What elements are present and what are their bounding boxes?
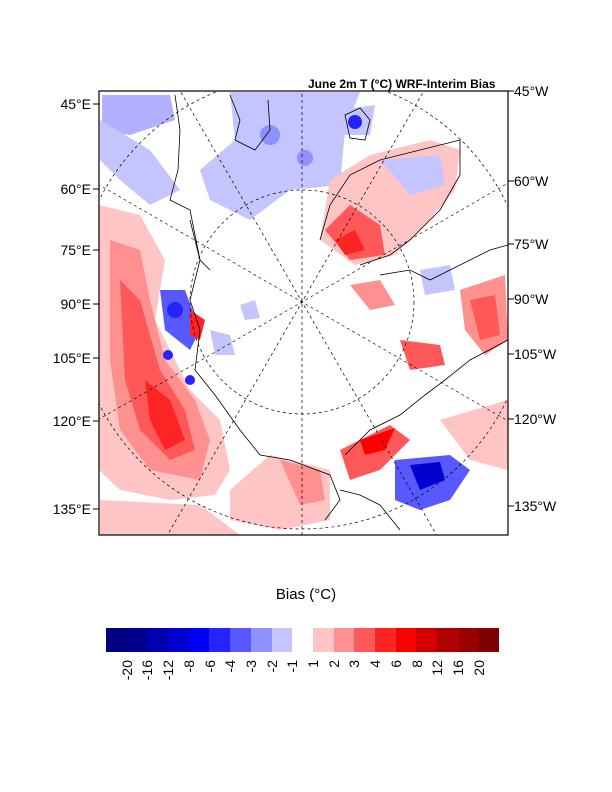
lon-label-left: 120°E <box>52 413 91 429</box>
lon-label-right: 120°W <box>514 411 557 427</box>
colorbar-tick-label: -3 <box>242 660 259 673</box>
lon-label-right: 75°W <box>514 236 549 252</box>
colorbar-box <box>333 628 355 652</box>
colorbar-box <box>416 628 437 652</box>
colorbar-box <box>395 628 417 652</box>
map-frame <box>98 90 509 536</box>
lon-label-left: 90°E <box>60 296 91 312</box>
colorbar-tick-label: 20 <box>470 660 487 676</box>
colorbar-tick-label: 8 <box>408 660 425 668</box>
colorbar-tick-label: 16 <box>449 660 466 676</box>
lon-label-right: 60°W <box>514 173 549 189</box>
colorbar <box>106 628 500 652</box>
lon-label-right: 90°W <box>514 291 549 307</box>
lon-label-right: 45°W <box>514 83 549 99</box>
lon-label-left: 75°E <box>60 242 91 258</box>
colorbar-box <box>126 628 148 652</box>
colorbar-title: Bias (°C) <box>275 586 337 603</box>
colorbar-box <box>437 628 458 652</box>
colorbar-box <box>354 628 375 652</box>
colorbar-tick-label: -16 <box>139 660 156 681</box>
lon-label-left: 45°E <box>60 96 91 112</box>
colorbar-tick-label: -1 <box>284 660 301 673</box>
colorbar-box <box>230 628 251 652</box>
bias-field <box>99 91 508 535</box>
colorbar-box <box>478 628 500 652</box>
colorbar-tick-label: -6 <box>201 660 218 673</box>
coastlines <box>169 94 508 531</box>
colorbar-tick-label: -4 <box>222 660 239 673</box>
colorbar-box <box>292 628 313 652</box>
colorbar-box <box>250 628 272 652</box>
colorbar-box <box>106 628 127 652</box>
colorbar-box <box>168 628 189 652</box>
colorbar-tick-label: -20 <box>118 660 135 681</box>
colorbar-tick-label: 6 <box>387 660 404 668</box>
colorbar-tick-label: -2 <box>263 660 280 673</box>
colorbar-box <box>147 628 169 652</box>
colorbar-box <box>457 628 479 652</box>
lon-label-left: 135°E <box>52 501 91 517</box>
tick-marks <box>93 90 514 510</box>
lon-label-left: 60°E <box>60 181 91 197</box>
colorbar-box <box>209 628 231 652</box>
colorbar-tick-label: 4 <box>367 660 384 668</box>
colorbar-tick-label: 3 <box>346 660 363 668</box>
colorbar-box <box>271 628 293 652</box>
colorbar-box <box>374 628 396 652</box>
lon-label-right: 135°W <box>514 498 557 514</box>
map-title: June 2m T (°C) WRF-Interim Bias <box>308 77 496 91</box>
lon-label-left: 105°E <box>52 350 91 366</box>
colorbar-tick-label: 1 <box>305 660 321 668</box>
colorbar-tick-label: 2 <box>325 660 342 668</box>
lon-label-right: 105°W <box>514 346 557 362</box>
colorbar-box <box>312 628 334 652</box>
colorbar-tick-label: -8 <box>180 660 197 673</box>
colorbar-box <box>188 628 210 652</box>
colorbar-tick-label: -12 <box>160 660 177 681</box>
colorbar-tick-label: 12 <box>429 660 446 676</box>
